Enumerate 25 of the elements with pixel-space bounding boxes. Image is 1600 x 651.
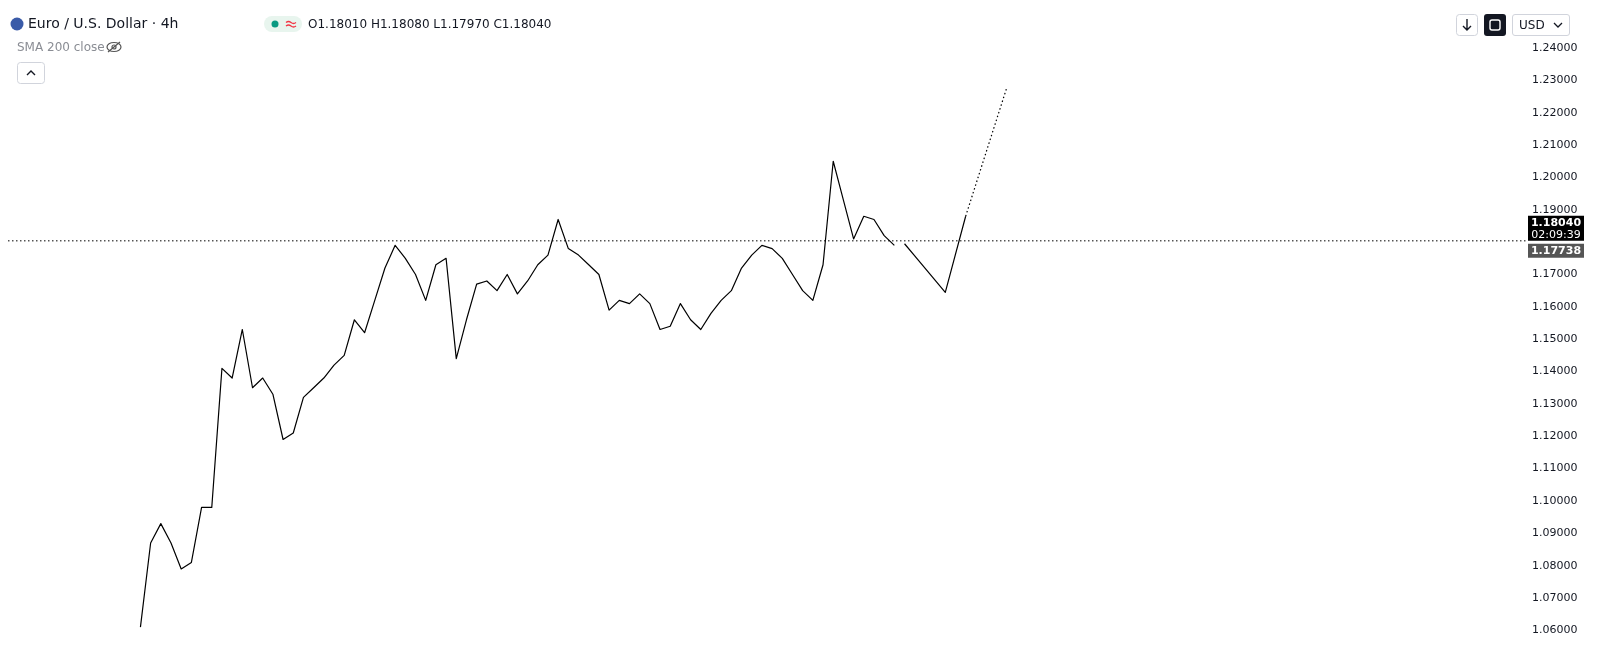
y-tick-label: 1.06000 <box>1532 623 1578 637</box>
y-tick-label: 1.07000 <box>1532 590 1578 604</box>
y-tick-label: 1.15000 <box>1532 332 1578 346</box>
ref-line-label: 1.18040 <box>1530 215 1582 229</box>
y-tick-label: 1.16000 <box>1532 299 1578 313</box>
y-tick-label: 1.14000 <box>1532 364 1578 378</box>
y-tick-label: 1.12000 <box>1532 429 1578 443</box>
y-tick-label: 1.11000 <box>1532 461 1578 475</box>
text: O1.18010 H1.18080 L1.17970 C1.18040 <box>308 17 552 31</box>
y-tick-label: 1.10000 <box>1532 493 1578 507</box>
y-tick-label: 1.22000 <box>1532 105 1578 119</box>
y-tick-label: 1.23000 <box>1532 73 1578 87</box>
annotation: SMA 200 close <box>17 40 105 54</box>
y-tick-label: 1.19000 <box>1532 202 1578 216</box>
text: 02:09:39 <box>1531 227 1581 241</box>
text: 1.17738 <box>1530 243 1582 257</box>
y-tick-label: 1.20000 <box>1532 170 1578 184</box>
y-tick-label: 1.08000 <box>1532 558 1578 572</box>
y-tick-label: 1.17000 <box>1532 267 1578 281</box>
y-tick-label: 1.09000 <box>1532 526 1578 540</box>
y-tick-label: 1.13000 <box>1532 396 1578 410</box>
chart-title: Euro / U.S. Dollar · 4h <box>28 15 179 31</box>
y-tick-label: 1.21000 <box>1532 137 1578 151</box>
y-tick-label: 1.24000 <box>1532 40 1578 54</box>
text: USD <box>1519 18 1545 32</box>
